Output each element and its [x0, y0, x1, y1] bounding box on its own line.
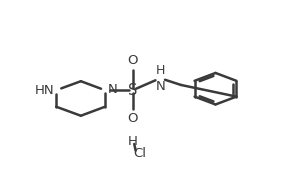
- Text: N: N: [156, 80, 165, 93]
- Text: S: S: [128, 83, 137, 98]
- Text: HN: HN: [34, 84, 54, 97]
- Text: H: H: [128, 135, 138, 148]
- Text: O: O: [127, 54, 138, 67]
- Text: Cl: Cl: [134, 147, 146, 160]
- Text: O: O: [127, 112, 138, 125]
- Text: H: H: [156, 64, 165, 77]
- Text: N: N: [108, 83, 117, 96]
